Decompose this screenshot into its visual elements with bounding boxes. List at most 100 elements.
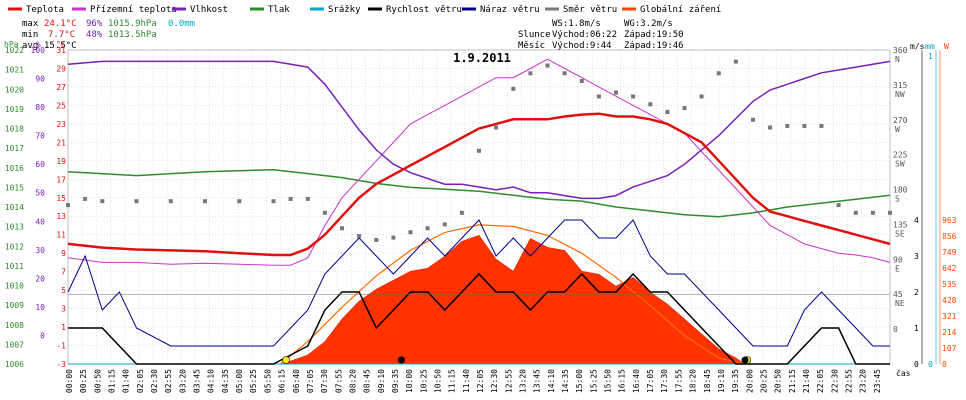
wind-direction-point	[100, 199, 105, 204]
wm2-tick: 0	[942, 360, 947, 369]
x-tick: 22:55	[844, 369, 853, 393]
info-moon-set: Západ:19:46	[624, 41, 684, 51]
x-tick: 03:20	[178, 369, 187, 393]
legend-label: Srážky	[328, 5, 361, 15]
x-tick: 16:15	[618, 369, 627, 393]
stats-t-min: 7.7°C	[48, 30, 75, 40]
x-tick: 04:10	[207, 369, 216, 393]
mm-tick: 0	[928, 360, 933, 369]
ms-tick: 0	[914, 360, 919, 369]
pct-tick: 20	[35, 274, 45, 283]
series-vlhkost	[67, 60, 891, 200]
legend-label: Přízemní teplota	[90, 5, 177, 15]
wind-direction-point	[579, 79, 584, 83]
dir-tick-compass: NW	[895, 90, 905, 99]
dir-tick: 45	[893, 290, 903, 299]
hpa-tick: 1022	[5, 46, 24, 55]
mm-axis-label: mm	[925, 42, 935, 51]
pct-tick: 40	[35, 217, 45, 226]
x-tick: 01:40	[122, 369, 131, 393]
hpa-tick: 1017	[5, 144, 24, 153]
temp-tick: 3	[61, 305, 66, 314]
wind-direction-point	[66, 203, 70, 208]
wm2-tick: 535	[942, 280, 957, 289]
series-rychlost-v-tru	[68, 272, 890, 365]
temp-tick: 17	[56, 175, 66, 184]
temp-tick: 27	[56, 83, 66, 92]
wind-direction-point	[614, 90, 618, 95]
wind-direction-point	[477, 148, 481, 153]
wind-direction-point	[237, 199, 242, 204]
hpa-tick: 1007	[5, 340, 24, 349]
wind-direction-point	[494, 125, 499, 130]
wind-direction-point	[528, 71, 533, 76]
dir-tick-compass: SE	[895, 229, 905, 238]
wind-direction-point	[391, 235, 396, 240]
pct-tick: 10	[35, 303, 45, 312]
wind-direction-point	[511, 86, 516, 91]
wind-direction-point	[870, 210, 875, 215]
x-tick: 20:25	[759, 369, 768, 393]
wind-direction-point	[305, 196, 310, 201]
temp-tick: 13	[56, 212, 66, 221]
wind-direction-point	[785, 124, 790, 128]
pct-tick: 70	[35, 132, 45, 141]
wind-direction-point	[751, 117, 755, 122]
wind-direction-point	[802, 124, 807, 128]
info-sun-set: Západ:19:50	[624, 30, 684, 40]
temp-axis-label: °C	[56, 40, 66, 49]
x-tick: 06:15	[278, 369, 287, 393]
moonrise-marker	[397, 356, 405, 364]
legend-label: Teplota	[26, 5, 64, 15]
x-tick: 19:10	[717, 369, 726, 393]
wind-direction-point	[83, 196, 88, 201]
x-tick: 12:55	[504, 369, 513, 393]
x-tick: 17:30	[660, 369, 669, 393]
x-tick: 20:50	[774, 369, 783, 393]
wind-direction-point	[459, 210, 464, 215]
wind-direction-point	[699, 94, 704, 99]
wind-direction-point	[682, 106, 687, 111]
hpa-tick: 1010	[5, 282, 24, 291]
info-wg: WG:3.2m/s	[624, 19, 673, 29]
dir-tick-compass: N	[895, 55, 900, 64]
x-tick: 19:35	[731, 369, 740, 393]
x-tick: 10:50	[433, 369, 442, 393]
wind-direction-point	[168, 199, 173, 204]
x-tick: 22:05	[816, 369, 825, 393]
wm2-tick: 428	[942, 296, 957, 305]
x-tick: 00:00	[65, 369, 74, 393]
wind-direction-point	[374, 238, 379, 242]
wind-direction-point	[648, 102, 653, 107]
stats-rain: 0.0mm	[168, 19, 195, 29]
dir-tick-compass: NE	[895, 299, 905, 308]
wm2-tick: 107	[942, 344, 957, 353]
hpa-tick: 1012	[5, 242, 24, 251]
pct-tick: 50	[35, 189, 45, 198]
dir-tick: 0	[893, 325, 898, 334]
sun-moon-markers	[282, 356, 752, 364]
wind-direction-point	[768, 125, 773, 130]
stats-t-avg: 15.5°C	[44, 41, 77, 51]
wind-direction-point	[596, 94, 601, 99]
dir-tick: 360	[893, 46, 908, 55]
temp-tick: 7	[61, 268, 66, 277]
x-tick: 07:05	[306, 369, 315, 393]
hpa-tick: 1014	[5, 203, 24, 212]
ms-tick: 1	[914, 324, 919, 333]
pct-tick: 0	[40, 331, 45, 340]
stats-min-label: min	[22, 30, 38, 40]
temp-tick: 19	[56, 157, 66, 166]
series-max-radiation	[280, 224, 747, 365]
wind-direction-point	[408, 230, 413, 235]
legend-label: Globální záření	[640, 5, 721, 15]
x-tick: 23:20	[859, 369, 868, 393]
dir-tick-compass: S	[895, 195, 900, 204]
dir-tick-compass: E	[895, 264, 900, 273]
wind-direction-point	[425, 226, 430, 231]
x-axis: 00:00 00:25 00:50 01:15 01:40 02:05 02:30 02:55…	[65, 368, 911, 393]
legend-label: Náraz větru	[480, 5, 540, 15]
pct-tick: 80	[35, 103, 45, 112]
chart-title: 1.9.2011	[453, 51, 511, 65]
wind-direction-point	[271, 199, 276, 204]
